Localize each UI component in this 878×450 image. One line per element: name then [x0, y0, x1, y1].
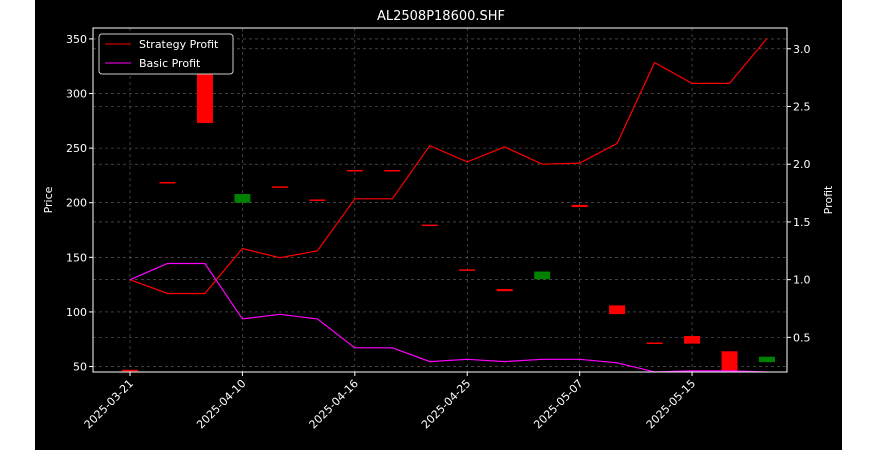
- right-tick-label-3: 2.0: [793, 158, 811, 171]
- left-tick-label-0: 50: [73, 361, 87, 374]
- left-tick-label-2: 150: [66, 251, 87, 264]
- profit-lines: [129, 38, 768, 373]
- x-tick-label-5: 2025-05-15: [644, 377, 698, 431]
- candle-14: [646, 342, 663, 345]
- candle-7: [384, 169, 401, 172]
- legend-label-strategy: Strategy Profit: [139, 38, 219, 51]
- candle-12: [571, 204, 588, 208]
- x-tick-label-1: 2025-04-10: [194, 377, 248, 431]
- x-tick-label-3: 2025-04-25: [419, 377, 473, 431]
- chart-svg: AL2508P18600.SHF 50 100 150 200 250 300 350 0.…: [42, 9, 835, 431]
- right-tick-label-4: 2.5: [793, 100, 811, 113]
- candle-13: [609, 305, 626, 315]
- candle-1: [159, 181, 176, 184]
- x-tick-label-2: 2025-04-16: [307, 377, 361, 431]
- candle-15: [684, 335, 701, 344]
- legend-box: [98, 33, 234, 75]
- candle-4: [271, 186, 288, 188]
- right-tick-label-2: 1.5: [793, 216, 811, 229]
- candle-17: [759, 356, 775, 363]
- candle-5: [309, 199, 326, 201]
- series-line-0: [129, 38, 768, 295]
- right-axis-label: Profit: [822, 185, 835, 214]
- candle-11: [534, 271, 551, 280]
- left-axis-ticks: 50 100 150 200 250 300 350: [66, 33, 93, 374]
- legend-label-basic: Basic Profit: [139, 57, 201, 70]
- left-tick-label-5: 300: [66, 88, 87, 101]
- plot-frame: [92, 27, 788, 373]
- right-axis-ticks: 0.5 1.0 1.5 2.0 2.5 3.0: [787, 43, 811, 344]
- x-axis-ticks: 2025-03-21 2025-04-10 2025-04-16 2025-04-25…: [82, 372, 698, 431]
- candle-16: [721, 351, 738, 371]
- candle-0: [122, 369, 138, 372]
- left-tick-label-1: 100: [66, 306, 87, 319]
- left-tick-label-4: 250: [66, 142, 87, 155]
- figure: AL2508P18600.SHF 50 100 150 200 250 300 350 0.…: [35, 0, 842, 450]
- candle-3: [234, 193, 251, 203]
- left-axis-label: Price: [42, 186, 55, 213]
- left-tick-label-3: 200: [66, 197, 87, 210]
- candles: [122, 36, 775, 372]
- right-tick-label-1: 1.0: [793, 274, 811, 287]
- chart-title: AL2508P18600.SHF: [377, 9, 505, 24]
- right-tick-label-5: 3.0: [793, 43, 811, 56]
- legend: Strategy Profit Basic Profit: [98, 33, 234, 75]
- x-tick-label-0: 2025-03-21: [82, 377, 136, 431]
- right-tick-label-0: 0.5: [793, 331, 811, 344]
- candle-8: [421, 224, 438, 227]
- candle-9: [459, 269, 476, 271]
- left-tick-label-6: 350: [66, 33, 87, 46]
- candle-10: [496, 289, 513, 292]
- x-tick-label-4: 2025-05-07: [531, 377, 585, 431]
- candle-6: [346, 169, 363, 172]
